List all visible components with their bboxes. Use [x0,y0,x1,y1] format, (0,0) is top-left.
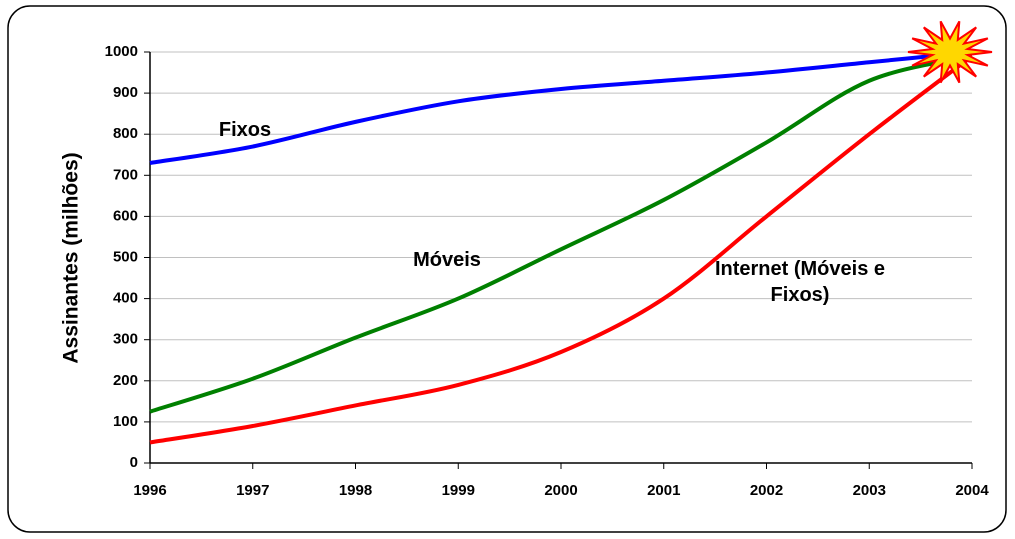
y-tick-label: 200 [113,372,138,389]
y-tick-label: 400 [113,290,138,307]
series-label: Fixos [218,119,272,141]
x-tick-label: 1999 [442,482,475,499]
x-tick-label: 2003 [853,482,886,499]
y-tick-label: 700 [113,166,138,183]
y-tick-label: 600 [113,207,138,224]
y-tick-label: 100 [113,413,138,430]
x-tick-label: 1996 [133,482,166,499]
y-tick-label: 300 [113,331,138,348]
x-tick-label: 2001 [647,482,680,499]
x-tick-label: 2000 [544,482,577,499]
x-tick-label: 2002 [750,482,783,499]
y-tick-label: 0 [130,454,138,471]
series-line [149,54,974,445]
series-line [149,54,973,414]
frame [7,5,1007,533]
y-tick-label: 1000 [105,43,138,60]
x-tick-label: 1997 [236,482,269,499]
starburst [907,20,993,84]
y-tick-label: 500 [113,248,138,265]
x-tick-label: 1998 [339,482,372,499]
series-label: Internet (Móveis e Fixos) [714,258,886,306]
y-tick-label: 800 [113,125,138,142]
series-line [149,50,973,165]
y-axis-label: Assinantes (milhões) [60,152,83,363]
x-tick-label: 2004 [955,482,989,499]
series-label: Móveis [413,249,481,271]
y-tick-label: 900 [113,84,138,101]
